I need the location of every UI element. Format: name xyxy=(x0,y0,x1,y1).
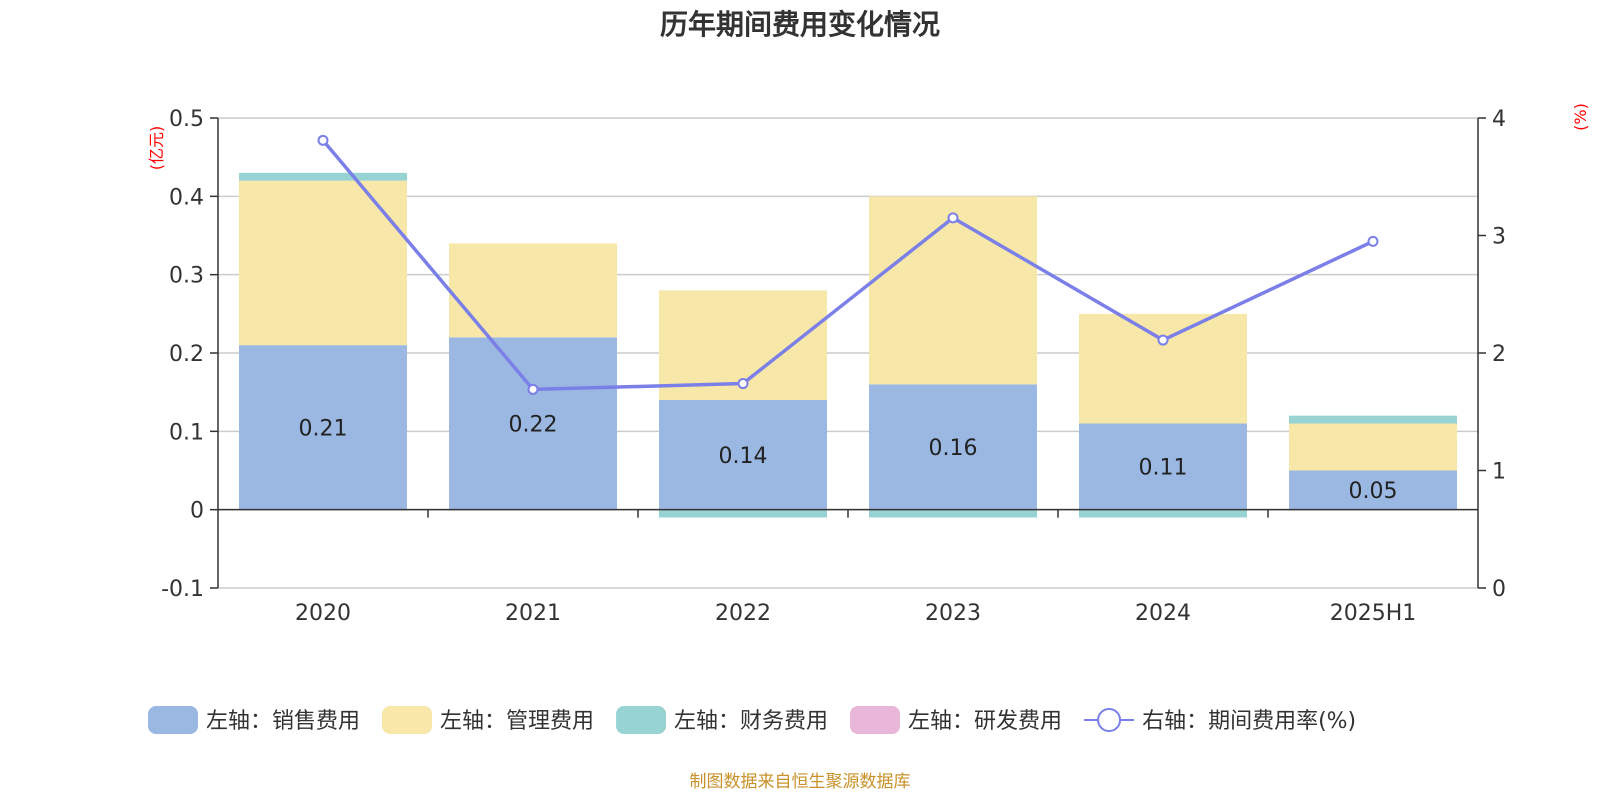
bar-segment xyxy=(239,345,407,510)
rate-point xyxy=(1367,235,1379,247)
right-tick-label: 2 xyxy=(1492,342,1506,367)
left-tick-label: 0.1 xyxy=(169,420,204,445)
legend-label: 右轴：期间费用率(%) xyxy=(1142,709,1356,734)
legend-label: 左轴：财务费用 xyxy=(674,709,828,734)
legend-swatch xyxy=(382,706,433,734)
x-tick-label: 2025H1 xyxy=(1330,601,1417,626)
bar-data-label: 0.14 xyxy=(719,444,768,469)
bar-segment xyxy=(659,509,827,518)
bar-segment xyxy=(869,509,1037,518)
bar-segment xyxy=(1289,470,1457,510)
axes: -0.1 0 0.1 0.2 0.3 0.4 0.5 0 1 2 3 4 2020 2021 2022 202… xyxy=(161,107,1506,626)
rate-point xyxy=(527,383,539,395)
right-tick-label: 0 xyxy=(1492,577,1506,602)
chart-title: 历年期间费用变化情况 xyxy=(660,8,940,41)
legend-label: 左轴：销售费用 xyxy=(206,709,360,734)
bar-segment xyxy=(1079,423,1247,510)
bar-segment xyxy=(239,180,407,346)
bar-segment xyxy=(239,172,407,181)
bar-segment xyxy=(1079,509,1247,518)
bar-data-label: 0.22 xyxy=(509,413,558,438)
right-axis-unit: (%) xyxy=(1571,103,1590,131)
left-tick-label: 0.2 xyxy=(169,342,204,367)
bar-data-label: 0.11 xyxy=(1139,456,1188,481)
legend-swatch xyxy=(850,706,901,734)
legend-marker xyxy=(1097,708,1122,732)
legend-swatch xyxy=(616,706,667,734)
bar-segment xyxy=(869,384,1037,510)
left-tick-label: 0 xyxy=(190,499,204,524)
bar-segment xyxy=(1079,313,1247,424)
right-tick-label: 4 xyxy=(1492,107,1506,132)
data-labels: 0.21 0.22 0.14 0.16 0.11 0.05 xyxy=(299,413,1398,505)
legend-label: 左轴：管理费用 xyxy=(440,709,594,734)
right-tick-label: 1 xyxy=(1492,460,1506,485)
left-tick-label: 0.5 xyxy=(169,107,204,132)
rate-point xyxy=(317,134,329,146)
bar-segment xyxy=(449,337,617,510)
bar-data-label: 0.05 xyxy=(1349,479,1398,504)
x-tick-label: 2020 xyxy=(295,601,351,626)
data-source-note: 制图数据来自恒生聚源数据库 xyxy=(690,772,911,792)
left-axis-unit: (亿元) xyxy=(147,126,166,171)
bar-segment xyxy=(659,400,827,510)
rate-point xyxy=(947,212,959,224)
legend-label: 左轴：研发费用 xyxy=(908,709,1062,734)
rate-line xyxy=(317,134,1379,395)
right-tick-label: 3 xyxy=(1492,225,1506,250)
left-tick-label: 0.3 xyxy=(169,264,204,289)
x-tick-label: 2023 xyxy=(925,601,981,626)
bar-segment xyxy=(449,243,617,338)
bar-segment xyxy=(1289,415,1457,424)
left-tick-label: 0.4 xyxy=(169,185,204,210)
x-tick-label: 2021 xyxy=(505,601,561,626)
bar-data-label: 0.16 xyxy=(929,436,978,461)
x-tick-label: 2024 xyxy=(1135,601,1191,626)
bar-segment xyxy=(1289,423,1457,471)
bar-data-label: 0.21 xyxy=(299,416,348,441)
rate-point xyxy=(1157,334,1169,346)
bars xyxy=(239,172,1457,518)
rate-point xyxy=(737,378,749,390)
bar-segment xyxy=(869,196,1037,385)
left-tick-label: -0.1 xyxy=(161,577,204,602)
x-tick-label: 2022 xyxy=(715,601,771,626)
legend-swatch xyxy=(148,706,198,734)
legend: 左轴：销售费用 左轴：管理费用 左轴：财务费用 左轴：研发费用 右轴：期间费用率(%) xyxy=(148,706,1356,734)
rate-line-path xyxy=(321,139,1374,392)
